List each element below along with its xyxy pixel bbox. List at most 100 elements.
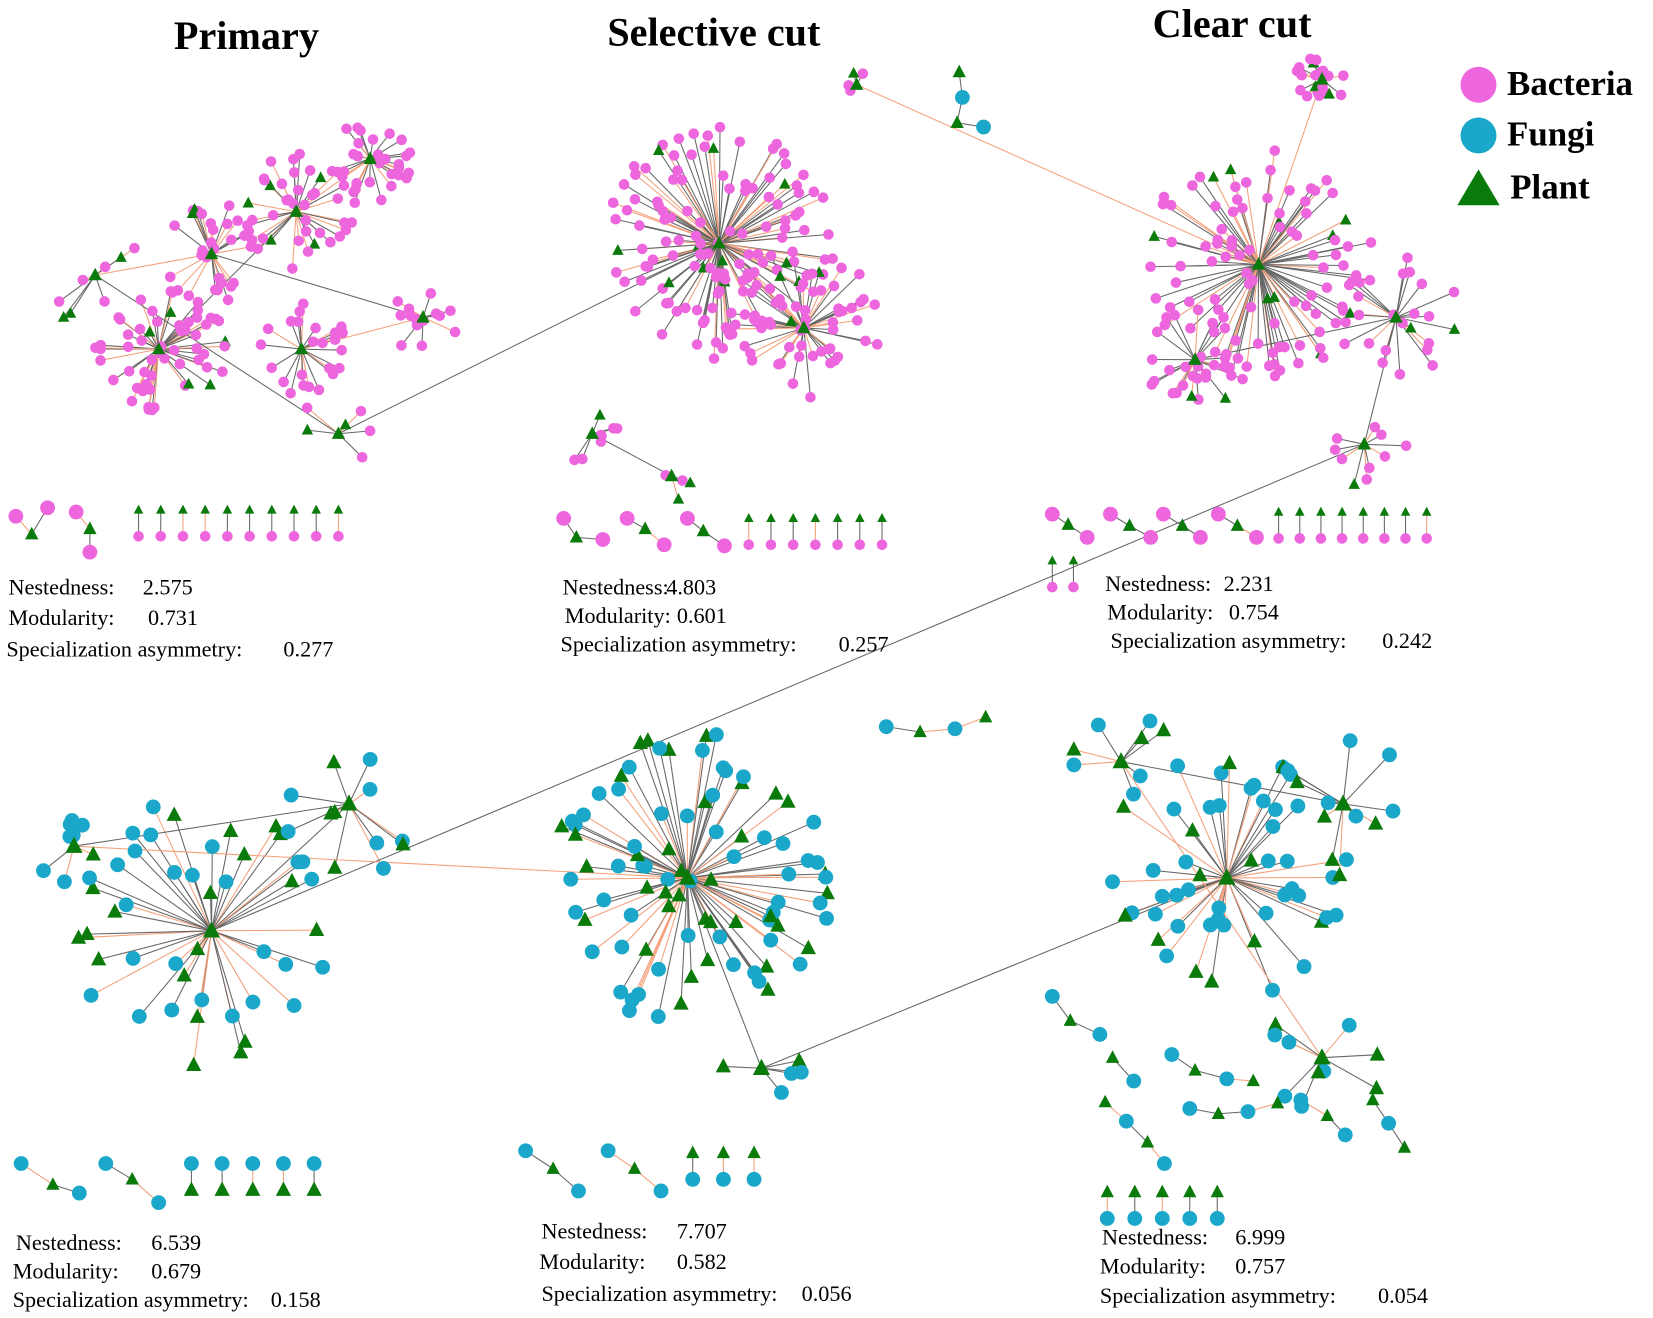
node	[1150, 293, 1162, 304]
node	[265, 156, 277, 167]
node	[64, 813, 80, 828]
node	[341, 123, 352, 135]
node	[854, 268, 865, 280]
edge	[672, 179, 720, 244]
edge	[211, 930, 242, 1053]
node	[640, 162, 651, 174]
node	[98, 1156, 114, 1171]
node	[776, 232, 788, 243]
node	[1177, 380, 1189, 391]
edge	[687, 877, 809, 949]
node	[325, 236, 336, 248]
metric-label: Nestedness:	[563, 574, 669, 599]
node	[656, 329, 668, 340]
node	[1273, 506, 1284, 516]
node	[756, 830, 772, 846]
node	[403, 167, 415, 179]
node	[1316, 808, 1333, 823]
node	[1220, 251, 1232, 263]
node	[1400, 533, 1411, 544]
node	[682, 205, 693, 217]
node	[689, 260, 701, 272]
edge	[1258, 264, 1286, 348]
node	[618, 179, 630, 190]
node	[663, 297, 674, 309]
node	[126, 395, 138, 407]
node	[871, 339, 883, 350]
node	[1344, 307, 1356, 318]
node	[131, 1009, 147, 1024]
node	[1115, 798, 1132, 813]
node	[210, 313, 222, 325]
node	[416, 309, 430, 323]
node	[815, 285, 827, 296]
edge	[1258, 190, 1291, 265]
node	[307, 189, 318, 201]
edge	[751, 327, 805, 361]
node	[134, 323, 146, 335]
node	[1170, 918, 1186, 934]
edge	[686, 735, 707, 878]
node	[1327, 187, 1338, 199]
node	[1234, 249, 1245, 261]
node	[1427, 360, 1438, 371]
node	[734, 258, 745, 270]
node	[614, 939, 630, 955]
edge	[1258, 226, 1281, 265]
node	[657, 205, 669, 217]
node	[315, 959, 331, 975]
node	[122, 341, 134, 353]
node	[652, 740, 668, 756]
node	[1117, 907, 1133, 922]
node	[1219, 322, 1231, 334]
node	[204, 246, 219, 260]
node	[266, 531, 278, 542]
node	[430, 308, 442, 319]
node	[717, 538, 732, 554]
node	[1126, 786, 1141, 802]
node	[1240, 1104, 1256, 1120]
node	[1092, 1027, 1108, 1042]
node	[947, 721, 963, 737]
node	[751, 280, 762, 291]
node	[1331, 866, 1348, 882]
node	[334, 362, 345, 374]
edge	[1218, 805, 1228, 878]
node	[763, 191, 775, 203]
node	[276, 1156, 291, 1171]
edge	[575, 834, 688, 879]
node	[673, 235, 685, 246]
node	[1265, 819, 1281, 834]
node	[1188, 352, 1202, 365]
node	[1307, 249, 1319, 261]
node	[594, 408, 606, 420]
node	[327, 859, 343, 874]
node	[336, 344, 347, 356]
node	[1187, 180, 1198, 191]
node	[747, 1145, 761, 1159]
edge	[369, 158, 382, 201]
edge	[1258, 239, 1336, 266]
edge	[803, 327, 811, 398]
node	[1230, 518, 1245, 531]
node	[1329, 234, 1341, 246]
node	[275, 1181, 292, 1196]
node	[1334, 794, 1352, 811]
node	[222, 504, 233, 514]
node	[1379, 451, 1391, 462]
node	[591, 786, 607, 801]
edge	[291, 794, 350, 805]
node	[780, 215, 791, 226]
node	[836, 262, 847, 274]
edge	[744, 327, 804, 347]
edge	[1177, 765, 1228, 879]
edge	[100, 348, 159, 361]
node	[194, 992, 210, 1008]
node	[619, 276, 630, 288]
node	[734, 828, 750, 843]
edge	[1226, 877, 1305, 967]
node	[1295, 506, 1305, 516]
edge	[687, 873, 789, 879]
node	[1246, 1073, 1260, 1087]
node	[337, 327, 348, 339]
